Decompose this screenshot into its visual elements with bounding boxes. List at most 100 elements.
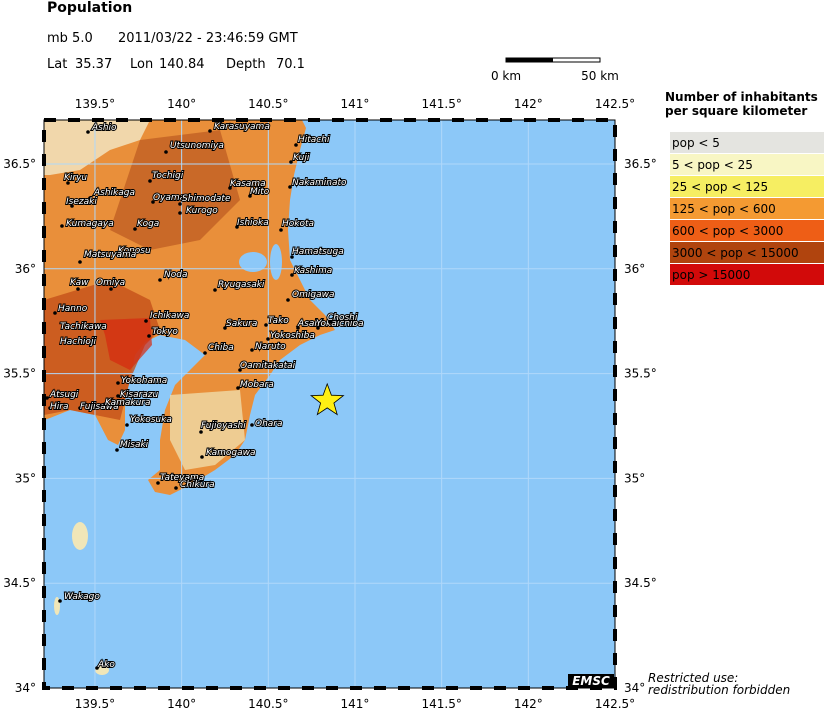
city-label: Kumagaya: [66, 219, 114, 229]
legend-label: 125 < pop < 600: [672, 202, 776, 216]
legend-swatch: [670, 220, 824, 241]
lat-tick-label: 36.5°: [3, 157, 36, 171]
city-label: Isezaki: [66, 197, 97, 207]
lon-tick-label: 140°: [167, 97, 196, 111]
city-dot: [133, 227, 137, 231]
legend-swatch: [670, 176, 824, 197]
city-dot: [66, 341, 70, 345]
legend-label: 25 < pop < 125: [672, 180, 768, 194]
depth-value: 70.1: [276, 57, 305, 72]
city-dot: [223, 326, 227, 330]
city-label: Karasuyama: [214, 122, 270, 132]
city-label: Sakura: [226, 319, 257, 329]
city-label: Yokosuka: [130, 415, 172, 425]
legend-swatch: [670, 242, 824, 263]
city-dot: [103, 402, 107, 406]
city-dot: [95, 666, 99, 670]
city-label: Hira: [50, 402, 68, 412]
city-dot: [78, 406, 82, 410]
city-label: Utsunomiya: [170, 141, 224, 151]
city-dot: [248, 194, 252, 198]
lon-tick-label: 141.5°: [421, 97, 461, 111]
title: Population: [47, 0, 132, 16]
city-label: Konosu: [118, 246, 151, 256]
lon-value: 140.84: [159, 57, 205, 72]
city-dot: [294, 143, 298, 147]
lon-tick-label: 142.5°: [595, 697, 635, 711]
lat-tick-label: 35.5°: [624, 367, 657, 381]
city-label: Wakago: [64, 592, 100, 602]
city-label: Atsugi: [49, 390, 79, 400]
legend-title: per square kilometer: [665, 104, 807, 118]
city-label: Mito: [250, 187, 270, 197]
city-dot: [250, 423, 254, 427]
city-label: Shimodate: [182, 194, 231, 204]
city-dot: [116, 253, 120, 257]
badge-bg: [568, 674, 614, 688]
legend-label: 5 < pop < 25: [672, 158, 753, 172]
city-label: Tochigi: [152, 171, 184, 181]
legend-label: pop > 15000: [672, 268, 750, 282]
lon-tick-label: 142°: [514, 97, 543, 111]
city-label: Yokaichiba: [316, 319, 364, 329]
legend-label: pop < 5: [672, 136, 720, 150]
city-dot: [88, 196, 92, 200]
city-dot: [158, 278, 162, 282]
city-label: Tokyo: [152, 327, 178, 337]
city-label: Misaki: [120, 440, 149, 450]
city-dot: [86, 130, 90, 134]
city-label: Kurogo: [186, 206, 218, 216]
scale-start: 0 km: [491, 69, 521, 83]
city-label: Ako: [97, 660, 115, 670]
legend-label: 600 < pop < 3000: [672, 224, 783, 238]
legend-label: 3000 < pop < 15000: [672, 246, 799, 260]
badge: EMSC: [572, 674, 610, 688]
city-dot: [151, 200, 155, 204]
lon-tick-label: 139.5°: [75, 97, 115, 111]
notice: redistribution forbidden: [648, 683, 790, 697]
city-label: Tateyama: [160, 473, 204, 483]
city-label: Matsuyama: [84, 250, 136, 260]
city-dot: [279, 228, 283, 232]
city-dot: [238, 368, 242, 372]
city-label: Ichikawa: [150, 311, 189, 321]
city-dot: [228, 186, 232, 190]
lat-tick-label: 36°: [624, 262, 645, 276]
lon-tick-label: 142°: [514, 697, 543, 711]
city-dot: [178, 211, 182, 215]
city-dot: [316, 326, 320, 330]
lat-tick-label: 35°: [15, 471, 36, 485]
city-dot: [125, 423, 129, 427]
city-label: Ryugasaki: [218, 280, 265, 290]
city-label: Hitachi: [298, 135, 330, 145]
lat-label: Lat: [47, 57, 67, 72]
depth-label: Depth: [226, 57, 266, 72]
legend-title: Number of inhabitants: [665, 90, 818, 104]
city-label: Yokohama: [121, 376, 167, 386]
city-label: Yokoshiba: [270, 331, 315, 341]
city-dot: [88, 327, 92, 331]
city-label: Hachioji: [60, 337, 96, 347]
city-dot: [250, 348, 254, 352]
lat-tick-label: 36°: [15, 262, 36, 276]
city-label: Chiba: [208, 343, 234, 353]
city-dot: [70, 204, 74, 208]
lat-value: 35.37: [75, 57, 112, 72]
city-dot: [213, 288, 217, 292]
city-label: Naruto: [255, 342, 286, 352]
lat-tick-label: 36.5°: [624, 157, 657, 171]
lon-tick-label: 141°: [341, 697, 370, 711]
city-dot: [199, 430, 203, 434]
city-label: Noda: [164, 270, 187, 280]
lon-label: Lon: [130, 57, 153, 72]
city-label: Choshi: [327, 313, 358, 323]
legend-swatch: [670, 198, 824, 219]
city-label: Fujisawa: [80, 402, 119, 412]
city-label: Omiya: [96, 278, 125, 288]
city-label: Koga: [137, 219, 159, 229]
lon-tick-label: 140.5°: [248, 97, 288, 111]
city-label: Ashikaga: [93, 188, 135, 198]
city-dot: [203, 351, 207, 355]
epicenter: [309, 382, 345, 416]
city-dot: [264, 323, 268, 327]
